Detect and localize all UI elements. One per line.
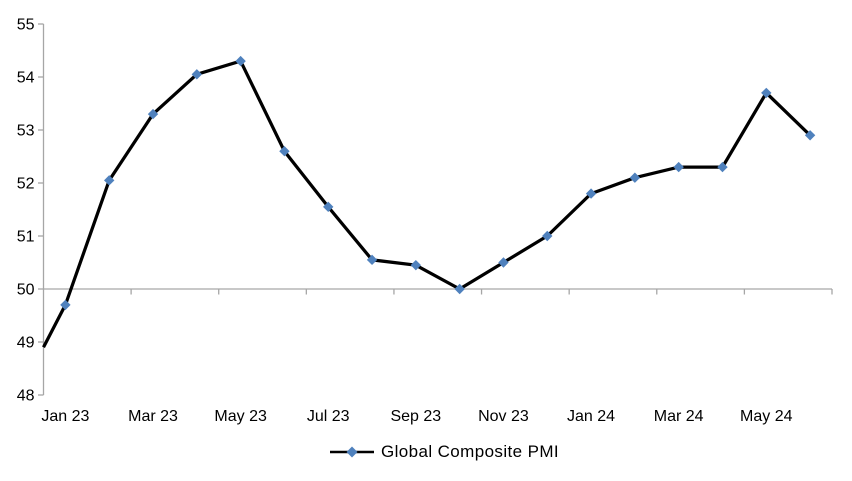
y-axis-label: 53 <box>17 123 35 140</box>
x-axis-label: Jan 24 <box>567 408 615 425</box>
y-axis-label: 49 <box>17 335 35 352</box>
data-point-marker <box>60 299 71 311</box>
data-point-marker <box>235 55 246 67</box>
y-axis-label: 54 <box>17 70 35 87</box>
data-point-marker <box>191 69 203 80</box>
data-point-marker <box>279 146 290 157</box>
y-axis-label: 50 <box>17 282 35 299</box>
chart-legend: Global Composite PMI <box>0 441 852 463</box>
data-point-marker <box>410 259 422 271</box>
x-axis-label: May 24 <box>740 408 793 425</box>
data-point-marker <box>542 230 553 242</box>
legend-key-icon <box>329 446 374 458</box>
x-axis-label: Sep 23 <box>390 408 441 425</box>
x-axis-label: Jan 23 <box>41 408 89 425</box>
x-axis-label: Nov 23 <box>478 408 529 425</box>
data-point-marker <box>585 188 597 199</box>
x-axis-label: Mar 24 <box>654 408 704 425</box>
data-point-marker <box>804 130 816 141</box>
y-axis-label: 52 <box>17 176 35 193</box>
data-point-marker <box>498 257 509 268</box>
y-axis-label: 55 <box>17 17 35 34</box>
pmi-series-line <box>42 59 812 349</box>
y-axis-label: 51 <box>17 229 35 246</box>
y-axis-label: 48 <box>17 388 35 405</box>
data-point-marker <box>147 108 159 120</box>
x-axis-label: May 23 <box>214 408 267 425</box>
legend-label: Global Composite PMI <box>380 442 560 461</box>
data-point-marker <box>323 201 334 213</box>
data-point-marker <box>366 254 378 266</box>
data-point-marker <box>104 175 115 186</box>
x-axis-label: Mar 23 <box>128 408 178 425</box>
data-point-marker <box>629 172 641 183</box>
data-point-marker <box>454 283 465 295</box>
data-point-marker <box>761 87 772 99</box>
data-point-marker <box>717 161 728 173</box>
data-point-marker <box>673 161 684 173</box>
legend-key-marker <box>346 446 358 458</box>
x-axis-label: Jul 23 <box>307 408 350 425</box>
